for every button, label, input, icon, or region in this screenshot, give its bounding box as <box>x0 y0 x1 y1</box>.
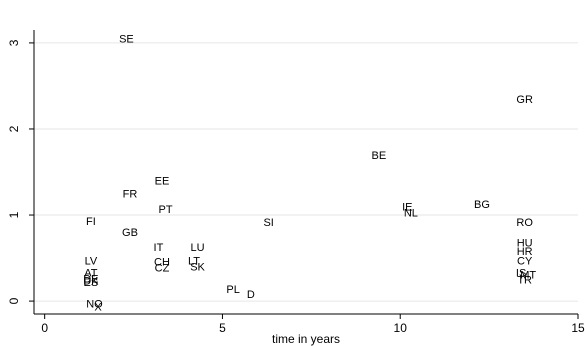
point-label-x: X <box>94 301 102 313</box>
point-label-nl: NL <box>404 207 418 219</box>
point-label-is: IS <box>516 268 526 280</box>
x-axis-title: time in years <box>272 332 340 346</box>
x-tick-label: 15 <box>571 321 585 335</box>
x-tick-label: 10 <box>394 321 408 335</box>
point-label-lv: LV <box>85 256 98 268</box>
point-label-tr: TR <box>517 275 532 287</box>
point-label-pt: PT <box>159 204 173 216</box>
point-label-es: ES <box>84 277 99 289</box>
point-label-gb: GB <box>122 227 138 239</box>
point-label-be: BE <box>372 150 387 162</box>
y-tick-label: 3 <box>7 39 21 46</box>
point-label-bg: BG <box>474 199 490 211</box>
x-tick-label: 5 <box>219 321 226 335</box>
data-points: SE GR BE EE FR BG IE PT NL FI SI RO GB HU IT LU HR LV LT CH… <box>83 34 536 314</box>
point-label-se: SE <box>119 34 134 46</box>
x-axis-ticks: 0 5 10 15 <box>41 314 585 335</box>
point-label-cz: CZ <box>155 263 170 275</box>
grid-lines <box>34 42 578 302</box>
point-label-d: D <box>247 289 255 301</box>
point-label-ch: CH <box>154 257 170 269</box>
point-label-cy: CY <box>517 256 533 268</box>
y-tick-label: 1 <box>7 211 21 218</box>
point-label-sk: SK <box>190 262 205 274</box>
point-label-no: NO <box>86 299 103 311</box>
y-tick-label: 0 <box>7 297 21 304</box>
point-label-de: DE <box>83 274 98 286</box>
y-tick-label: 2 <box>7 125 21 132</box>
point-label-ie: IE <box>402 201 412 213</box>
point-label-gr: GR <box>516 94 533 106</box>
point-label-hr: HR <box>517 246 533 258</box>
point-label-ro: RO <box>516 217 533 229</box>
point-label-hu: HU <box>517 238 533 250</box>
point-label-it: IT <box>154 242 164 254</box>
point-label-pl: PL <box>226 284 239 296</box>
x-tick-label: 0 <box>41 321 48 335</box>
point-label-si: SI <box>263 217 273 229</box>
y-axis-ticks: 0 1 2 3 <box>7 39 34 304</box>
point-label-fi: FI <box>86 216 96 228</box>
point-label-lu: LU <box>191 242 205 254</box>
point-label-at: AT <box>84 268 98 280</box>
point-label-lt: LT <box>188 256 200 268</box>
point-label-fr: FR <box>123 189 138 201</box>
point-label-dk: DK <box>83 275 99 287</box>
point-label-ee: EE <box>155 176 170 188</box>
point-label-mt: MT <box>520 269 536 281</box>
